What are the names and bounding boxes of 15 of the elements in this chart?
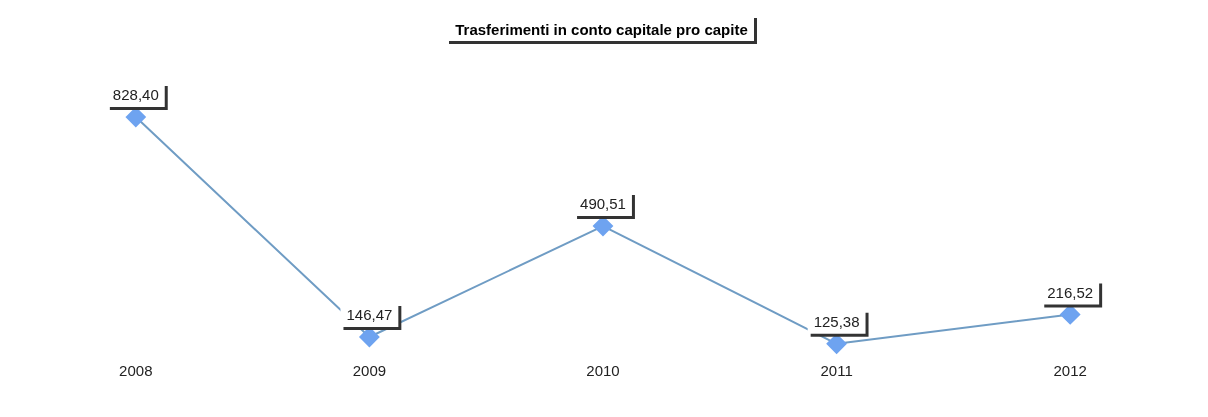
- data-label: 828,40: [112, 86, 159, 104]
- x-tick-label: 2009: [352, 362, 387, 380]
- chart-title: Trasferimenti in conto capitale pro capite: [449, 18, 757, 44]
- x-tick-label: 2011: [820, 362, 853, 380]
- x-tick-label: 2010: [586, 362, 620, 380]
- point: [359, 327, 380, 348]
- data-label: 146,47: [346, 306, 393, 324]
- x-tick-label: 2008: [119, 362, 153, 380]
- data-label: 490,51: [580, 195, 626, 213]
- data-label: 216,52: [1047, 283, 1094, 301]
- point: [125, 107, 146, 128]
- data-label: 125,38: [813, 312, 860, 330]
- point: [593, 216, 613, 237]
- x-tick-label: 2012: [1053, 362, 1087, 380]
- point: [1060, 304, 1081, 325]
